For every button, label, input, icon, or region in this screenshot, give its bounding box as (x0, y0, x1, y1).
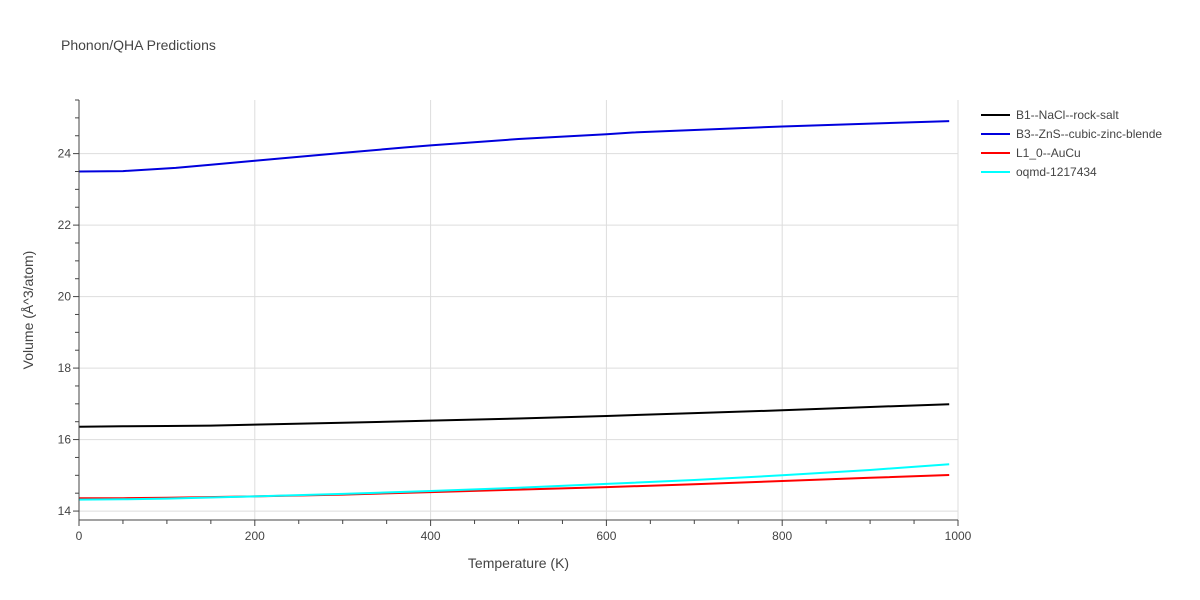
series-line-1 (78, 120, 950, 173)
series-group (78, 120, 950, 501)
chart-title: Phonon/QHA Predictions (61, 37, 216, 53)
x-tick-label: 0 (76, 529, 83, 543)
legend-label: B1--NaCl--rock-salt (1016, 108, 1119, 122)
legend-item[interactable]: B1--NaCl--rock-salt (981, 108, 1119, 122)
series-line-2 (79, 474, 950, 500)
legend-label: oqmd-1217434 (1016, 165, 1097, 179)
x-ticks: 0 200 400 600 800 1000 (76, 520, 972, 543)
legend-label: L1_0--AuCu (1016, 146, 1081, 160)
y-tick-label: 18 (58, 361, 72, 375)
x-axis-title: Temperature (K) (468, 555, 569, 571)
legend-item[interactable]: B3--ZnS--cubic-zinc-blende (981, 127, 1162, 141)
x-tick-label: 800 (772, 529, 792, 543)
y-tick-label: 20 (58, 290, 72, 304)
series-line-0 (78, 403, 950, 428)
x-tick-label: 600 (596, 529, 616, 543)
y-axis-title: Volume (Å^3/atom) (20, 251, 36, 370)
y-tick-label: 16 (58, 433, 72, 447)
series-line-3 (78, 463, 950, 501)
legend-item[interactable]: L1_0--AuCu (981, 146, 1081, 160)
legend[interactable]: B1--NaCl--rock-salt B3--ZnS--cubic-zinc-b… (981, 108, 1162, 179)
y-tick-label: 22 (58, 218, 72, 232)
y-tick-label: 24 (58, 147, 72, 161)
axes (78, 100, 958, 521)
grid (79, 100, 959, 520)
x-tick-label: 400 (421, 529, 441, 543)
y-tick-label: 14 (58, 504, 72, 518)
legend-label: B3--ZnS--cubic-zinc-blende (1016, 127, 1162, 141)
x-tick-label: 1000 (945, 529, 972, 543)
y-ticks: 14 16 18 20 22 24 (58, 99, 79, 518)
x-tick-label: 200 (245, 529, 265, 543)
legend-item[interactable]: oqmd-1217434 (981, 165, 1097, 179)
